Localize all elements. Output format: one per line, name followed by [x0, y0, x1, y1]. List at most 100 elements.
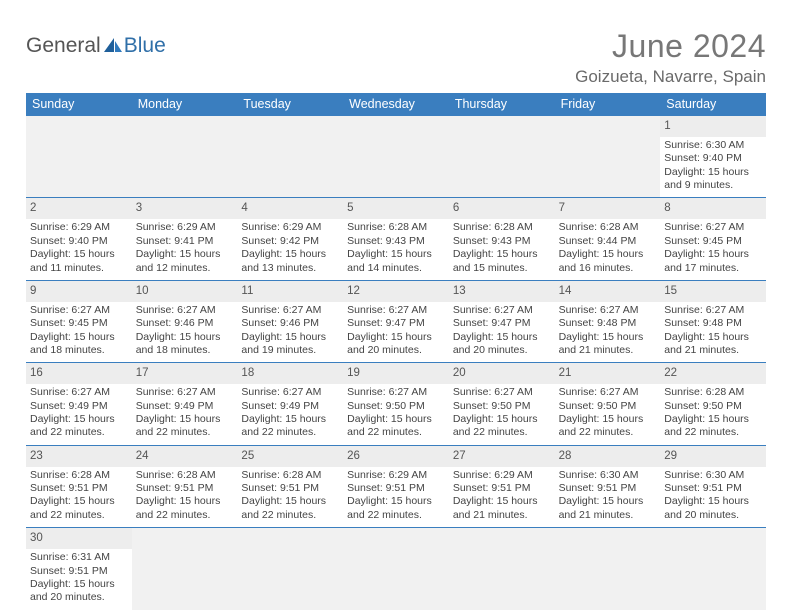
header: General Blue June 2024 Goizueta, Navarre…: [26, 28, 766, 87]
daylight-text: Daylight: 15 hours: [30, 495, 128, 508]
daylight-text: and 13 minutes.: [241, 262, 339, 275]
daylight-text: Daylight: 15 hours: [347, 495, 445, 508]
daylight-text: and 22 minutes.: [30, 509, 128, 522]
daylight-text: Daylight: 15 hours: [30, 248, 128, 261]
day-number: 3: [132, 198, 238, 219]
sunrise-text: Sunrise: 6:28 AM: [136, 469, 234, 482]
day-number: 5: [343, 198, 449, 219]
day-number: 15: [660, 281, 766, 302]
empty-cell: [26, 116, 132, 197]
day-cell: 18Sunrise: 6:27 AMSunset: 9:49 PMDayligh…: [237, 363, 343, 444]
calendar-week: 9Sunrise: 6:27 AMSunset: 9:45 PMDaylight…: [26, 281, 766, 363]
day-number: 16: [26, 363, 132, 384]
weekday-label: Monday: [132, 93, 238, 116]
daylight-text: Daylight: 15 hours: [453, 331, 551, 344]
daylight-text: and 22 minutes.: [347, 426, 445, 439]
day-cell: 9Sunrise: 6:27 AMSunset: 9:45 PMDaylight…: [26, 281, 132, 362]
sunset-text: Sunset: 9:51 PM: [559, 482, 657, 495]
sunrise-text: Sunrise: 6:29 AM: [30, 221, 128, 234]
logo-text-1: General: [26, 34, 101, 58]
daylight-text: and 18 minutes.: [136, 344, 234, 357]
daylight-text: and 16 minutes.: [559, 262, 657, 275]
day-number: 9: [26, 281, 132, 302]
day-number: 17: [132, 363, 238, 384]
calendar: Sunday Monday Tuesday Wednesday Thursday…: [26, 93, 766, 610]
day-cell: 12Sunrise: 6:27 AMSunset: 9:47 PMDayligh…: [343, 281, 449, 362]
daylight-text: and 21 minutes.: [453, 509, 551, 522]
daylight-text: Daylight: 15 hours: [136, 495, 234, 508]
sunset-text: Sunset: 9:49 PM: [136, 400, 234, 413]
sunrise-text: Sunrise: 6:27 AM: [453, 304, 551, 317]
day-number: 12: [343, 281, 449, 302]
sunrise-text: Sunrise: 6:28 AM: [453, 221, 551, 234]
sunset-text: Sunset: 9:47 PM: [347, 317, 445, 330]
day-cell: 3Sunrise: 6:29 AMSunset: 9:41 PMDaylight…: [132, 198, 238, 279]
daylight-text: and 22 minutes.: [241, 509, 339, 522]
sunset-text: Sunset: 9:46 PM: [241, 317, 339, 330]
day-cell: 29Sunrise: 6:30 AMSunset: 9:51 PMDayligh…: [660, 446, 766, 527]
sunrise-text: Sunrise: 6:27 AM: [664, 304, 762, 317]
day-number: 13: [449, 281, 555, 302]
empty-cell: [660, 528, 766, 609]
day-number: 25: [237, 446, 343, 467]
day-cell: 23Sunrise: 6:28 AMSunset: 9:51 PMDayligh…: [26, 446, 132, 527]
sunrise-text: Sunrise: 6:28 AM: [241, 469, 339, 482]
day-number: 22: [660, 363, 766, 384]
sunset-text: Sunset: 9:40 PM: [30, 235, 128, 248]
daylight-text: and 9 minutes.: [664, 179, 762, 192]
sunset-text: Sunset: 9:49 PM: [241, 400, 339, 413]
sunset-text: Sunset: 9:48 PM: [664, 317, 762, 330]
day-number: 24: [132, 446, 238, 467]
day-cell: 16Sunrise: 6:27 AMSunset: 9:49 PMDayligh…: [26, 363, 132, 444]
weekday-label: Thursday: [449, 93, 555, 116]
sunrise-text: Sunrise: 6:27 AM: [559, 386, 657, 399]
weekday-header: Sunday Monday Tuesday Wednesday Thursday…: [26, 93, 766, 116]
sunset-text: Sunset: 9:43 PM: [347, 235, 445, 248]
sunset-text: Sunset: 9:50 PM: [664, 400, 762, 413]
sunset-text: Sunset: 9:44 PM: [559, 235, 657, 248]
sunset-text: Sunset: 9:51 PM: [30, 482, 128, 495]
daylight-text: Daylight: 15 hours: [559, 248, 657, 261]
sunrise-text: Sunrise: 6:28 AM: [30, 469, 128, 482]
daylight-text: Daylight: 15 hours: [241, 413, 339, 426]
day-number: 10: [132, 281, 238, 302]
daylight-text: and 22 minutes.: [347, 509, 445, 522]
calendar-week: 30Sunrise: 6:31 AMSunset: 9:51 PMDayligh…: [26, 528, 766, 609]
day-number: 28: [555, 446, 661, 467]
location-text: Goizueta, Navarre, Spain: [575, 67, 766, 87]
day-cell: 8Sunrise: 6:27 AMSunset: 9:45 PMDaylight…: [660, 198, 766, 279]
sunset-text: Sunset: 9:51 PM: [30, 565, 128, 578]
daylight-text: Daylight: 15 hours: [241, 248, 339, 261]
sunrise-text: Sunrise: 6:29 AM: [241, 221, 339, 234]
page: General Blue June 2024 Goizueta, Navarre…: [0, 0, 792, 610]
day-cell: 13Sunrise: 6:27 AMSunset: 9:47 PMDayligh…: [449, 281, 555, 362]
day-cell: 17Sunrise: 6:27 AMSunset: 9:49 PMDayligh…: [132, 363, 238, 444]
daylight-text: Daylight: 15 hours: [664, 413, 762, 426]
sunrise-text: Sunrise: 6:27 AM: [30, 304, 128, 317]
calendar-week: 23Sunrise: 6:28 AMSunset: 9:51 PMDayligh…: [26, 446, 766, 528]
sunset-text: Sunset: 9:40 PM: [664, 152, 762, 165]
calendar-week: 16Sunrise: 6:27 AMSunset: 9:49 PMDayligh…: [26, 363, 766, 445]
day-cell: 10Sunrise: 6:27 AMSunset: 9:46 PMDayligh…: [132, 281, 238, 362]
empty-cell: [449, 116, 555, 197]
empty-cell: [343, 528, 449, 609]
day-cell: 7Sunrise: 6:28 AMSunset: 9:44 PMDaylight…: [555, 198, 661, 279]
day-number: 20: [449, 363, 555, 384]
day-number: 29: [660, 446, 766, 467]
sunset-text: Sunset: 9:51 PM: [453, 482, 551, 495]
daylight-text: Daylight: 15 hours: [453, 413, 551, 426]
day-number: 30: [26, 528, 132, 549]
sunrise-text: Sunrise: 6:30 AM: [559, 469, 657, 482]
daylight-text: Daylight: 15 hours: [347, 331, 445, 344]
weeks-container: 1Sunrise: 6:30 AMSunset: 9:40 PMDaylight…: [26, 116, 766, 610]
daylight-text: Daylight: 15 hours: [347, 413, 445, 426]
sunset-text: Sunset: 9:43 PM: [453, 235, 551, 248]
daylight-text: Daylight: 15 hours: [664, 495, 762, 508]
daylight-text: and 19 minutes.: [241, 344, 339, 357]
daylight-text: and 15 minutes.: [453, 262, 551, 275]
daylight-text: and 22 minutes.: [136, 426, 234, 439]
daylight-text: Daylight: 15 hours: [664, 248, 762, 261]
empty-cell: [555, 116, 661, 197]
sunrise-text: Sunrise: 6:27 AM: [453, 386, 551, 399]
empty-cell: [132, 116, 238, 197]
